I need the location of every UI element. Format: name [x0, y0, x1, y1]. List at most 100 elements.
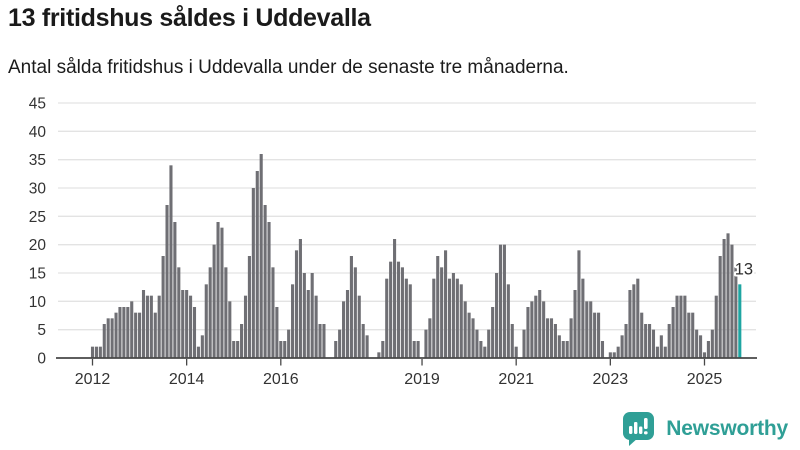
bar — [381, 341, 385, 358]
bar-chart: 0 5 10 15 20 25 30 35 40 45 2012 2014 2016 2019 2021 20… — [0, 90, 800, 400]
bar — [122, 307, 126, 358]
chart-subtitle: Antal sålda fritidshus i Uddevalla under… — [8, 57, 569, 78]
bar — [581, 278, 585, 358]
y-axis-tick-label: 30 — [29, 181, 47, 198]
bar — [730, 244, 734, 358]
bar — [600, 341, 605, 358]
bar — [302, 273, 306, 358]
bar — [271, 267, 275, 358]
bar — [393, 239, 397, 358]
bar — [200, 335, 204, 358]
bar — [573, 290, 577, 358]
x-axis-tick-label: 2021 — [498, 371, 534, 388]
bar — [204, 284, 208, 358]
bar — [718, 256, 722, 358]
bar — [651, 329, 656, 358]
bar — [706, 341, 710, 358]
bar — [404, 278, 408, 358]
bar — [181, 290, 185, 358]
bar — [247, 256, 251, 358]
bar — [361, 324, 365, 358]
bar — [102, 324, 106, 358]
bar — [251, 188, 255, 358]
bar — [546, 318, 550, 358]
bar — [145, 295, 149, 358]
bar — [396, 261, 401, 358]
bar — [479, 341, 483, 358]
bar — [353, 267, 357, 358]
bar — [628, 290, 632, 358]
bar — [306, 290, 310, 358]
bar — [597, 312, 601, 358]
bar — [644, 324, 648, 358]
bar — [734, 267, 738, 358]
bar — [94, 346, 98, 358]
page-title: 13 fritidshus såldes i Uddevalla — [8, 4, 371, 32]
bar — [589, 301, 593, 358]
bar — [428, 318, 432, 358]
bar — [663, 346, 667, 358]
highlight-value-label: 13 — [735, 260, 753, 278]
bar — [110, 318, 114, 358]
bar — [471, 318, 475, 358]
bar — [593, 312, 597, 358]
x-axis-tick-label: 2023 — [593, 371, 629, 388]
bar — [699, 335, 703, 358]
bar — [334, 341, 338, 358]
bar — [526, 307, 530, 358]
bar — [710, 329, 714, 358]
bar — [679, 295, 683, 358]
bar — [444, 250, 448, 358]
bar — [98, 346, 102, 358]
highlighted-bar — [738, 284, 742, 358]
bar — [455, 278, 459, 358]
bar — [165, 205, 169, 358]
bar — [424, 329, 428, 358]
bar — [514, 346, 518, 358]
bar — [294, 250, 299, 358]
bar — [385, 278, 389, 358]
bar — [173, 222, 177, 358]
bar — [138, 312, 142, 358]
bar — [416, 341, 420, 358]
bar — [565, 341, 569, 358]
y-axis-tick-label: 35 — [29, 152, 46, 169]
bar — [722, 239, 726, 358]
bar — [130, 301, 134, 358]
x-axis-tick-label: 2025 — [687, 371, 723, 388]
bar — [161, 256, 165, 358]
bar — [141, 290, 146, 358]
y-axis-tick-label: 20 — [29, 237, 47, 254]
bar — [557, 335, 561, 358]
bar — [408, 284, 412, 358]
bar — [432, 278, 436, 358]
y-axis-tick-label: 0 — [37, 351, 46, 368]
bar — [436, 256, 440, 358]
bar — [236, 341, 240, 358]
bar — [620, 335, 624, 358]
bar — [275, 307, 279, 358]
y-axis-tick-label: 10 — [29, 294, 47, 311]
bar — [659, 335, 663, 358]
bar — [585, 301, 589, 358]
bar — [675, 295, 679, 358]
bar — [667, 324, 671, 358]
bar — [189, 295, 193, 358]
bar — [538, 290, 542, 358]
bar — [126, 307, 130, 358]
bar — [291, 284, 295, 358]
bar — [310, 273, 314, 358]
bar — [243, 295, 248, 358]
bar — [365, 335, 369, 358]
bar — [691, 312, 695, 358]
x-axis-tick-label: 2019 — [404, 371, 440, 388]
bar — [349, 256, 353, 358]
x-axis-tick-label: 2016 — [263, 371, 299, 388]
bar — [498, 244, 503, 358]
y-axis-tick-label: 25 — [29, 209, 46, 226]
bar — [447, 278, 452, 358]
bar — [90, 346, 95, 358]
bar — [149, 295, 153, 358]
bar — [134, 312, 138, 358]
bar — [510, 324, 514, 358]
